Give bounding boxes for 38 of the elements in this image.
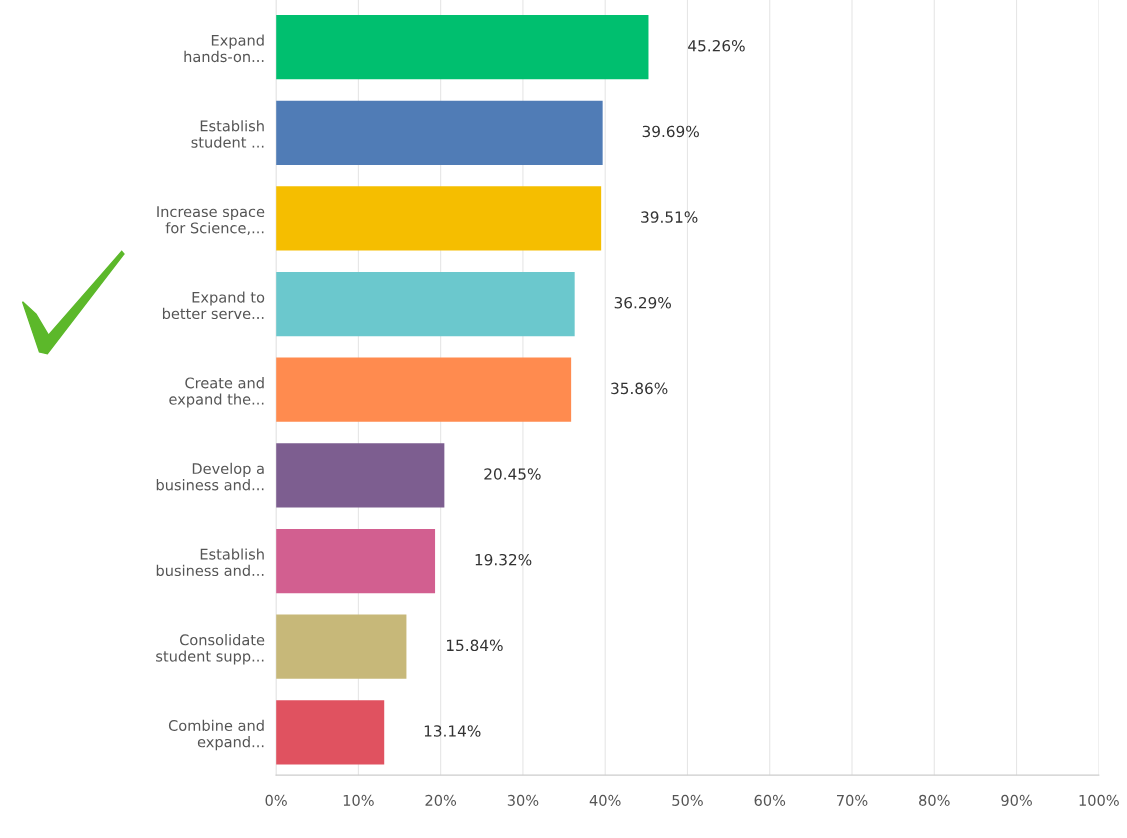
y-tick-label: Increase space for Science,... — [157, 206, 265, 235]
y-tick-label: Combine and expand... — [168, 719, 264, 751]
bar — [276, 700, 385, 765]
data-label: 39.69% — [642, 125, 699, 138]
bar — [276, 614, 407, 679]
x-tick-label: 90% — [1001, 794, 1032, 806]
x-tick-label: 50% — [672, 794, 703, 806]
y-tick-label: Establish student ... — [191, 120, 264, 148]
y-tick-label: Expand hands-on... — [184, 34, 264, 63]
x-tick-label: 60% — [754, 794, 786, 806]
bar — [276, 528, 436, 594]
data-label: 45.26% — [688, 39, 745, 52]
x-tick-label: 80% — [919, 794, 950, 806]
y-tick-label: Consolidate student supp... — [156, 634, 265, 665]
bar — [276, 443, 445, 508]
data-label: 20.45% — [484, 468, 541, 480]
y-tick-label: Establish business and... — [156, 548, 264, 577]
bar — [276, 14, 649, 80]
y-tick-label: Develop a business and... — [156, 462, 264, 491]
x-tick-label: 20% — [425, 794, 457, 806]
x-tick-label: 100% — [1079, 794, 1119, 806]
data-label: 39.51% — [641, 211, 698, 223]
x-tick-label: 10% — [343, 794, 374, 806]
x-tick-label: 30% — [507, 794, 539, 806]
data-label: 15.84% — [447, 639, 503, 652]
x-tick-label: 70% — [837, 794, 868, 806]
y-tick-label: Expand to better serve... — [162, 291, 265, 320]
bar — [276, 186, 602, 251]
data-label: 19.32% — [475, 553, 532, 566]
bar — [276, 357, 572, 422]
x-tick-label: 40% — [589, 794, 621, 806]
y-tick-label: Create and expand the... — [169, 377, 264, 408]
data-label: 36.29% — [614, 296, 671, 309]
x-tick-label: 0% — [265, 794, 287, 806]
data-label: 35.86% — [611, 382, 668, 395]
bar — [276, 100, 603, 165]
bar — [276, 271, 575, 337]
data-label: 13.14% — [424, 725, 481, 737]
